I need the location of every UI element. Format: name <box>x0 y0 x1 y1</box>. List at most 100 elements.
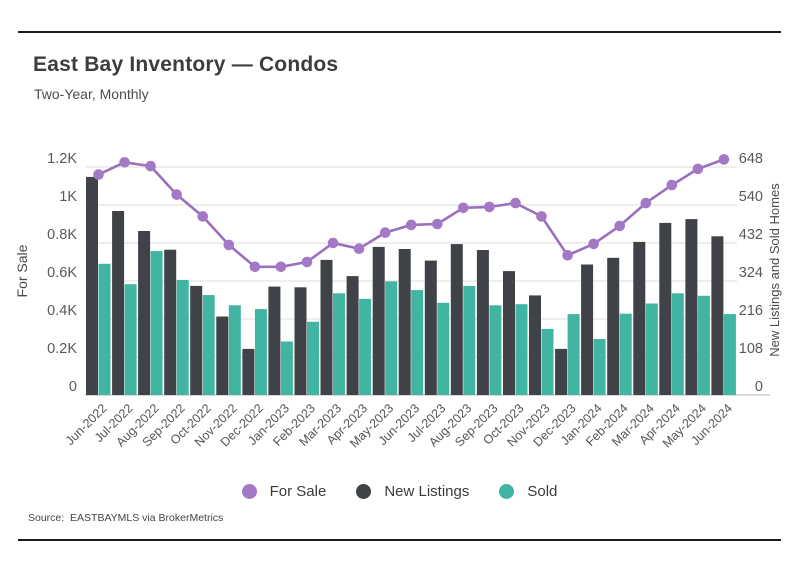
for-sale-point <box>145 160 156 172</box>
for-sale-point <box>223 239 235 251</box>
sold-bar <box>333 293 345 395</box>
right-axis-tick-label: 108 <box>739 341 763 357</box>
sold-bar <box>567 314 580 395</box>
for-sale-line <box>97 158 726 269</box>
sold-bar <box>593 339 606 395</box>
bottom-rule <box>18 539 781 541</box>
sold-swatch-icon <box>499 484 515 499</box>
sold-bar <box>515 304 528 395</box>
sold-bar <box>359 298 372 395</box>
new-listings-bar <box>86 176 98 395</box>
sold-bar <box>489 305 502 395</box>
for-sale-point <box>249 261 261 273</box>
left-axis-tick-label: 1.2K <box>47 151 77 167</box>
new-listings-bar <box>346 276 359 395</box>
sold-bar <box>671 293 684 395</box>
for-sale-point <box>353 243 365 254</box>
legend-label: Sold <box>527 483 558 500</box>
for-sale-point <box>510 197 521 209</box>
new-listings-bar <box>711 236 724 395</box>
new-listings-bar <box>268 286 281 395</box>
for-sale-point <box>379 227 391 238</box>
new-listings-bar <box>685 219 698 395</box>
sold-bar <box>150 251 163 395</box>
sold-bar <box>645 303 658 395</box>
new-listings-bar <box>607 257 620 395</box>
for-sale-point <box>119 157 130 168</box>
sold-bar <box>202 295 215 395</box>
legend-label: New Listings <box>384 483 470 500</box>
top-rule <box>18 31 781 33</box>
new-listings-bar <box>581 264 594 395</box>
legend-item-new-listings: New Listings <box>356 483 469 500</box>
new-listings-bar <box>398 249 411 395</box>
sold-bar <box>411 290 424 395</box>
sold-bar <box>280 341 293 395</box>
legend-item-sold: Sold <box>499 483 557 500</box>
sold-bar <box>254 309 267 395</box>
for-sale-point <box>718 154 730 165</box>
new-listings-bar <box>450 244 463 395</box>
for-sale-point <box>692 163 704 175</box>
for-sale-point <box>93 169 104 180</box>
new-listings-swatch-icon <box>356 484 372 499</box>
right-axis-tick-label: 540 <box>739 189 763 205</box>
new-listings-bar <box>555 348 568 395</box>
new-listings-bar <box>659 222 672 395</box>
sold-bar <box>307 321 319 395</box>
left-axis-title: For Sale <box>14 244 30 297</box>
chart-title: East Bay Inventory — Condos <box>33 53 339 76</box>
left-axis-tick-label: 0 <box>69 379 77 395</box>
for-sale-point <box>275 261 287 273</box>
sold-bar <box>124 284 137 395</box>
legend-item-for-sale: For Sale <box>241 483 327 500</box>
new-listings-bar <box>216 316 229 395</box>
for-sale-point <box>197 211 208 222</box>
right-axis-tick-label: 324 <box>739 265 763 281</box>
sold-bar <box>619 313 632 395</box>
new-listings-bar <box>320 259 333 395</box>
right-axis-tick-label: 0 <box>755 379 763 395</box>
new-listings-bar <box>242 348 255 395</box>
right-axis-tick-label: 648 <box>739 151 763 167</box>
new-listings-bar <box>164 249 177 395</box>
sold-bar <box>463 285 476 395</box>
sold-bar <box>437 302 450 395</box>
new-listings-bar <box>372 246 385 395</box>
for-sale-point <box>432 218 443 230</box>
for-sale-point <box>484 201 495 213</box>
left-axis-tick-label: 0.8K <box>47 227 77 243</box>
new-listings-bar <box>138 231 151 395</box>
left-axis-tick-label: 0.2K <box>47 341 77 357</box>
sold-bar <box>541 328 554 395</box>
new-listings-bar <box>190 285 203 395</box>
for-sale-point <box>562 250 573 261</box>
new-listings-bar <box>503 271 515 395</box>
for-sale-swatch-icon <box>241 484 257 499</box>
left-axis-tick-label: 0.6K <box>47 265 77 281</box>
right-axis-title: New Listings and Sold Homes <box>767 183 782 357</box>
new-listings-bar <box>294 287 307 395</box>
for-sale-point <box>640 197 652 209</box>
chart-subtitle: Two-Year, Monthly <box>34 86 149 102</box>
sold-bar <box>723 314 736 395</box>
source-note: Source: EASTBAYMLS via BrokerMetrics <box>28 512 224 524</box>
for-sale-point <box>588 238 599 250</box>
new-listings-bar <box>424 260 437 395</box>
for-sale-point <box>666 179 678 191</box>
sold-bar <box>98 263 111 395</box>
sold-bar <box>385 281 398 395</box>
right-axis-tick-label: 432 <box>739 227 763 243</box>
legend-label: For Sale <box>269 483 327 500</box>
new-listings-bar <box>529 295 541 395</box>
for-sale-point <box>327 237 339 249</box>
left-axis-tick-label: 1K <box>59 189 77 205</box>
new-listings-bar <box>633 241 646 395</box>
for-sale-point <box>536 211 547 222</box>
left-axis-tick-label: 0.4K <box>47 303 77 319</box>
sold-bar <box>176 279 189 395</box>
for-sale-point <box>171 189 182 200</box>
sold-bar <box>228 305 241 395</box>
chart-legend: For Sale New Listings Sold <box>0 483 799 500</box>
for-sale-point <box>405 219 417 231</box>
